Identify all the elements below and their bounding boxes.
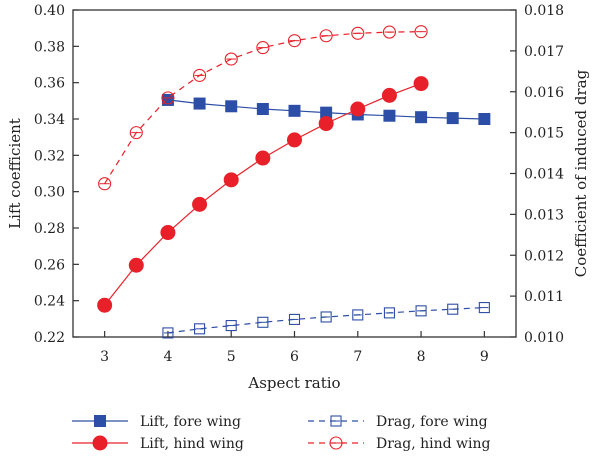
data-point xyxy=(98,177,112,191)
legend-marker xyxy=(92,435,108,451)
data-point xyxy=(256,103,269,116)
data-point xyxy=(413,76,429,92)
data-point xyxy=(351,26,365,40)
data-point xyxy=(225,100,238,113)
data-point xyxy=(225,320,237,332)
left-tick-label: 0.38 xyxy=(34,39,65,55)
right-tick-label: 0.011 xyxy=(524,289,564,305)
left-tick-label: 0.36 xyxy=(34,76,65,92)
legend-item-1: Lift, fore wing xyxy=(72,414,241,430)
legend-marker xyxy=(94,415,106,427)
data-point xyxy=(287,34,302,48)
data-point xyxy=(162,327,174,339)
legend-marker xyxy=(330,415,342,427)
data-point xyxy=(383,307,395,319)
right-tick-label: 0.018 xyxy=(524,3,564,19)
right-tick-label: 0.013 xyxy=(524,207,564,223)
right-tick-label: 0.010 xyxy=(524,330,564,346)
legend-item-3: Drag, fore wing xyxy=(308,414,488,430)
data-point xyxy=(288,313,301,325)
data-point xyxy=(160,225,176,241)
legend-label: Lift, hind wing xyxy=(140,436,244,452)
series-line-4 xyxy=(104,31,422,185)
plot-frame xyxy=(72,9,517,338)
legend-item-2: Lift, hind wing xyxy=(72,435,244,452)
right-tick-label: 0.014 xyxy=(524,167,564,183)
data-point xyxy=(192,196,208,212)
left-tick-label: 0.24 xyxy=(34,294,65,310)
legend-marker xyxy=(329,436,343,450)
left-tick-label: 0.28 xyxy=(34,221,65,237)
data-point xyxy=(478,302,490,314)
data-point xyxy=(383,109,396,122)
x-tick-label: 7 xyxy=(353,349,362,365)
data-point xyxy=(447,303,459,315)
left-tick-label: 0.32 xyxy=(34,148,65,164)
right-tick-label: 0.016 xyxy=(524,85,564,101)
data-point xyxy=(256,41,270,55)
data-point xyxy=(194,323,206,335)
x-tick-label: 4 xyxy=(163,349,172,365)
data-point xyxy=(161,91,175,105)
data-point xyxy=(478,113,491,125)
legend-label: Drag, hind wing xyxy=(376,436,491,452)
x-tick-label: 6 xyxy=(290,349,299,365)
data-point xyxy=(97,297,113,313)
right-tick-label: 0.015 xyxy=(524,126,564,142)
right-tick-label: 0.012 xyxy=(524,248,564,264)
data-point xyxy=(319,29,333,43)
data-point xyxy=(382,25,396,39)
left-tick-label: 0.22 xyxy=(34,330,65,346)
series-line-3 xyxy=(167,307,485,334)
data-point xyxy=(320,311,332,323)
data-point xyxy=(414,25,428,39)
data-point xyxy=(288,104,301,117)
right-axis-title: Coefficient of induced drag xyxy=(572,69,590,277)
series-line-2 xyxy=(104,83,422,306)
data-point xyxy=(255,150,271,166)
data-point xyxy=(257,316,269,328)
data-point xyxy=(129,126,143,140)
data-point xyxy=(287,132,302,148)
data-point xyxy=(193,97,206,110)
x-tick-label: 9 xyxy=(480,349,489,365)
data-point xyxy=(415,111,428,124)
data-point xyxy=(224,52,238,66)
legend-label: Lift, fore wing xyxy=(140,414,241,430)
data-point xyxy=(446,112,459,125)
left-axis-title: Lift coefficient xyxy=(6,118,24,229)
data-point xyxy=(223,172,239,188)
right-tick-label: 0.017 xyxy=(524,44,564,60)
data-point xyxy=(318,116,334,132)
left-tick-label: 0.26 xyxy=(34,257,65,273)
x-tick-label: 5 xyxy=(227,349,236,365)
x-tick-label: 3 xyxy=(100,349,109,365)
left-tick-label: 0.34 xyxy=(34,112,65,128)
data-point xyxy=(352,309,364,321)
legend-label: Drag, fore wing xyxy=(376,414,488,430)
data-point xyxy=(350,101,366,117)
data-point xyxy=(381,87,397,103)
x-axis-title: Aspect ratio xyxy=(247,374,340,392)
x-tick-label: 8 xyxy=(417,349,426,365)
left-tick-label: 0.30 xyxy=(34,185,65,201)
data-point xyxy=(415,305,427,317)
data-point xyxy=(193,68,207,82)
left-tick-label: 0.40 xyxy=(34,3,65,19)
legend-item-4: Drag, hind wing xyxy=(308,436,491,452)
data-point xyxy=(128,257,144,273)
